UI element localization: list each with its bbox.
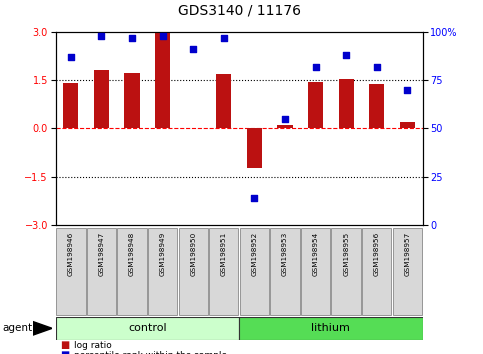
Text: control: control <box>128 323 167 333</box>
Text: log ratio: log ratio <box>74 341 112 350</box>
Text: lithium: lithium <box>312 323 350 333</box>
Text: agent: agent <box>2 323 32 333</box>
Bar <box>277 125 293 128</box>
Point <box>159 33 167 39</box>
Point <box>312 64 319 69</box>
Bar <box>148 228 177 315</box>
Text: GDS3140 / 11176: GDS3140 / 11176 <box>178 4 300 18</box>
Text: percentile rank within the sample: percentile rank within the sample <box>74 350 227 354</box>
Bar <box>270 228 299 315</box>
Bar <box>179 228 208 315</box>
Text: GSM198951: GSM198951 <box>221 232 227 276</box>
Point <box>342 52 350 58</box>
Text: GSM198956: GSM198956 <box>374 232 380 276</box>
Text: ■: ■ <box>60 350 70 354</box>
Point <box>98 33 105 39</box>
Point <box>220 35 227 40</box>
Text: GSM198952: GSM198952 <box>251 232 257 276</box>
Bar <box>362 228 391 315</box>
Bar <box>331 228 361 315</box>
Text: GSM198957: GSM198957 <box>404 232 411 276</box>
Bar <box>308 82 323 128</box>
Text: GSM198954: GSM198954 <box>313 232 319 276</box>
Text: ■: ■ <box>60 340 70 350</box>
Bar <box>56 228 85 315</box>
Bar <box>117 228 147 315</box>
Text: GSM198953: GSM198953 <box>282 232 288 276</box>
Bar <box>400 122 415 128</box>
Bar <box>155 32 170 128</box>
Bar <box>239 317 423 340</box>
Bar <box>216 74 231 128</box>
Bar <box>301 228 330 315</box>
Bar <box>339 79 354 128</box>
Point <box>281 116 289 121</box>
Text: GSM198948: GSM198948 <box>129 232 135 276</box>
Bar <box>125 73 140 128</box>
Text: GSM198950: GSM198950 <box>190 232 196 276</box>
Bar <box>63 83 78 128</box>
Point <box>67 54 75 60</box>
Polygon shape <box>33 321 52 335</box>
Point <box>189 46 197 52</box>
Bar <box>87 228 116 315</box>
Bar <box>240 228 269 315</box>
Bar <box>209 228 239 315</box>
Bar <box>94 70 109 128</box>
Point <box>373 64 381 69</box>
Text: GSM198946: GSM198946 <box>68 232 74 276</box>
Text: GSM198949: GSM198949 <box>159 232 166 276</box>
Text: GSM198947: GSM198947 <box>99 232 104 276</box>
Text: GSM198955: GSM198955 <box>343 232 349 276</box>
Bar <box>56 317 239 340</box>
Bar <box>247 128 262 167</box>
Point <box>403 87 411 93</box>
Bar <box>369 84 384 128</box>
Point <box>128 35 136 40</box>
Bar <box>393 228 422 315</box>
Point <box>251 195 258 201</box>
